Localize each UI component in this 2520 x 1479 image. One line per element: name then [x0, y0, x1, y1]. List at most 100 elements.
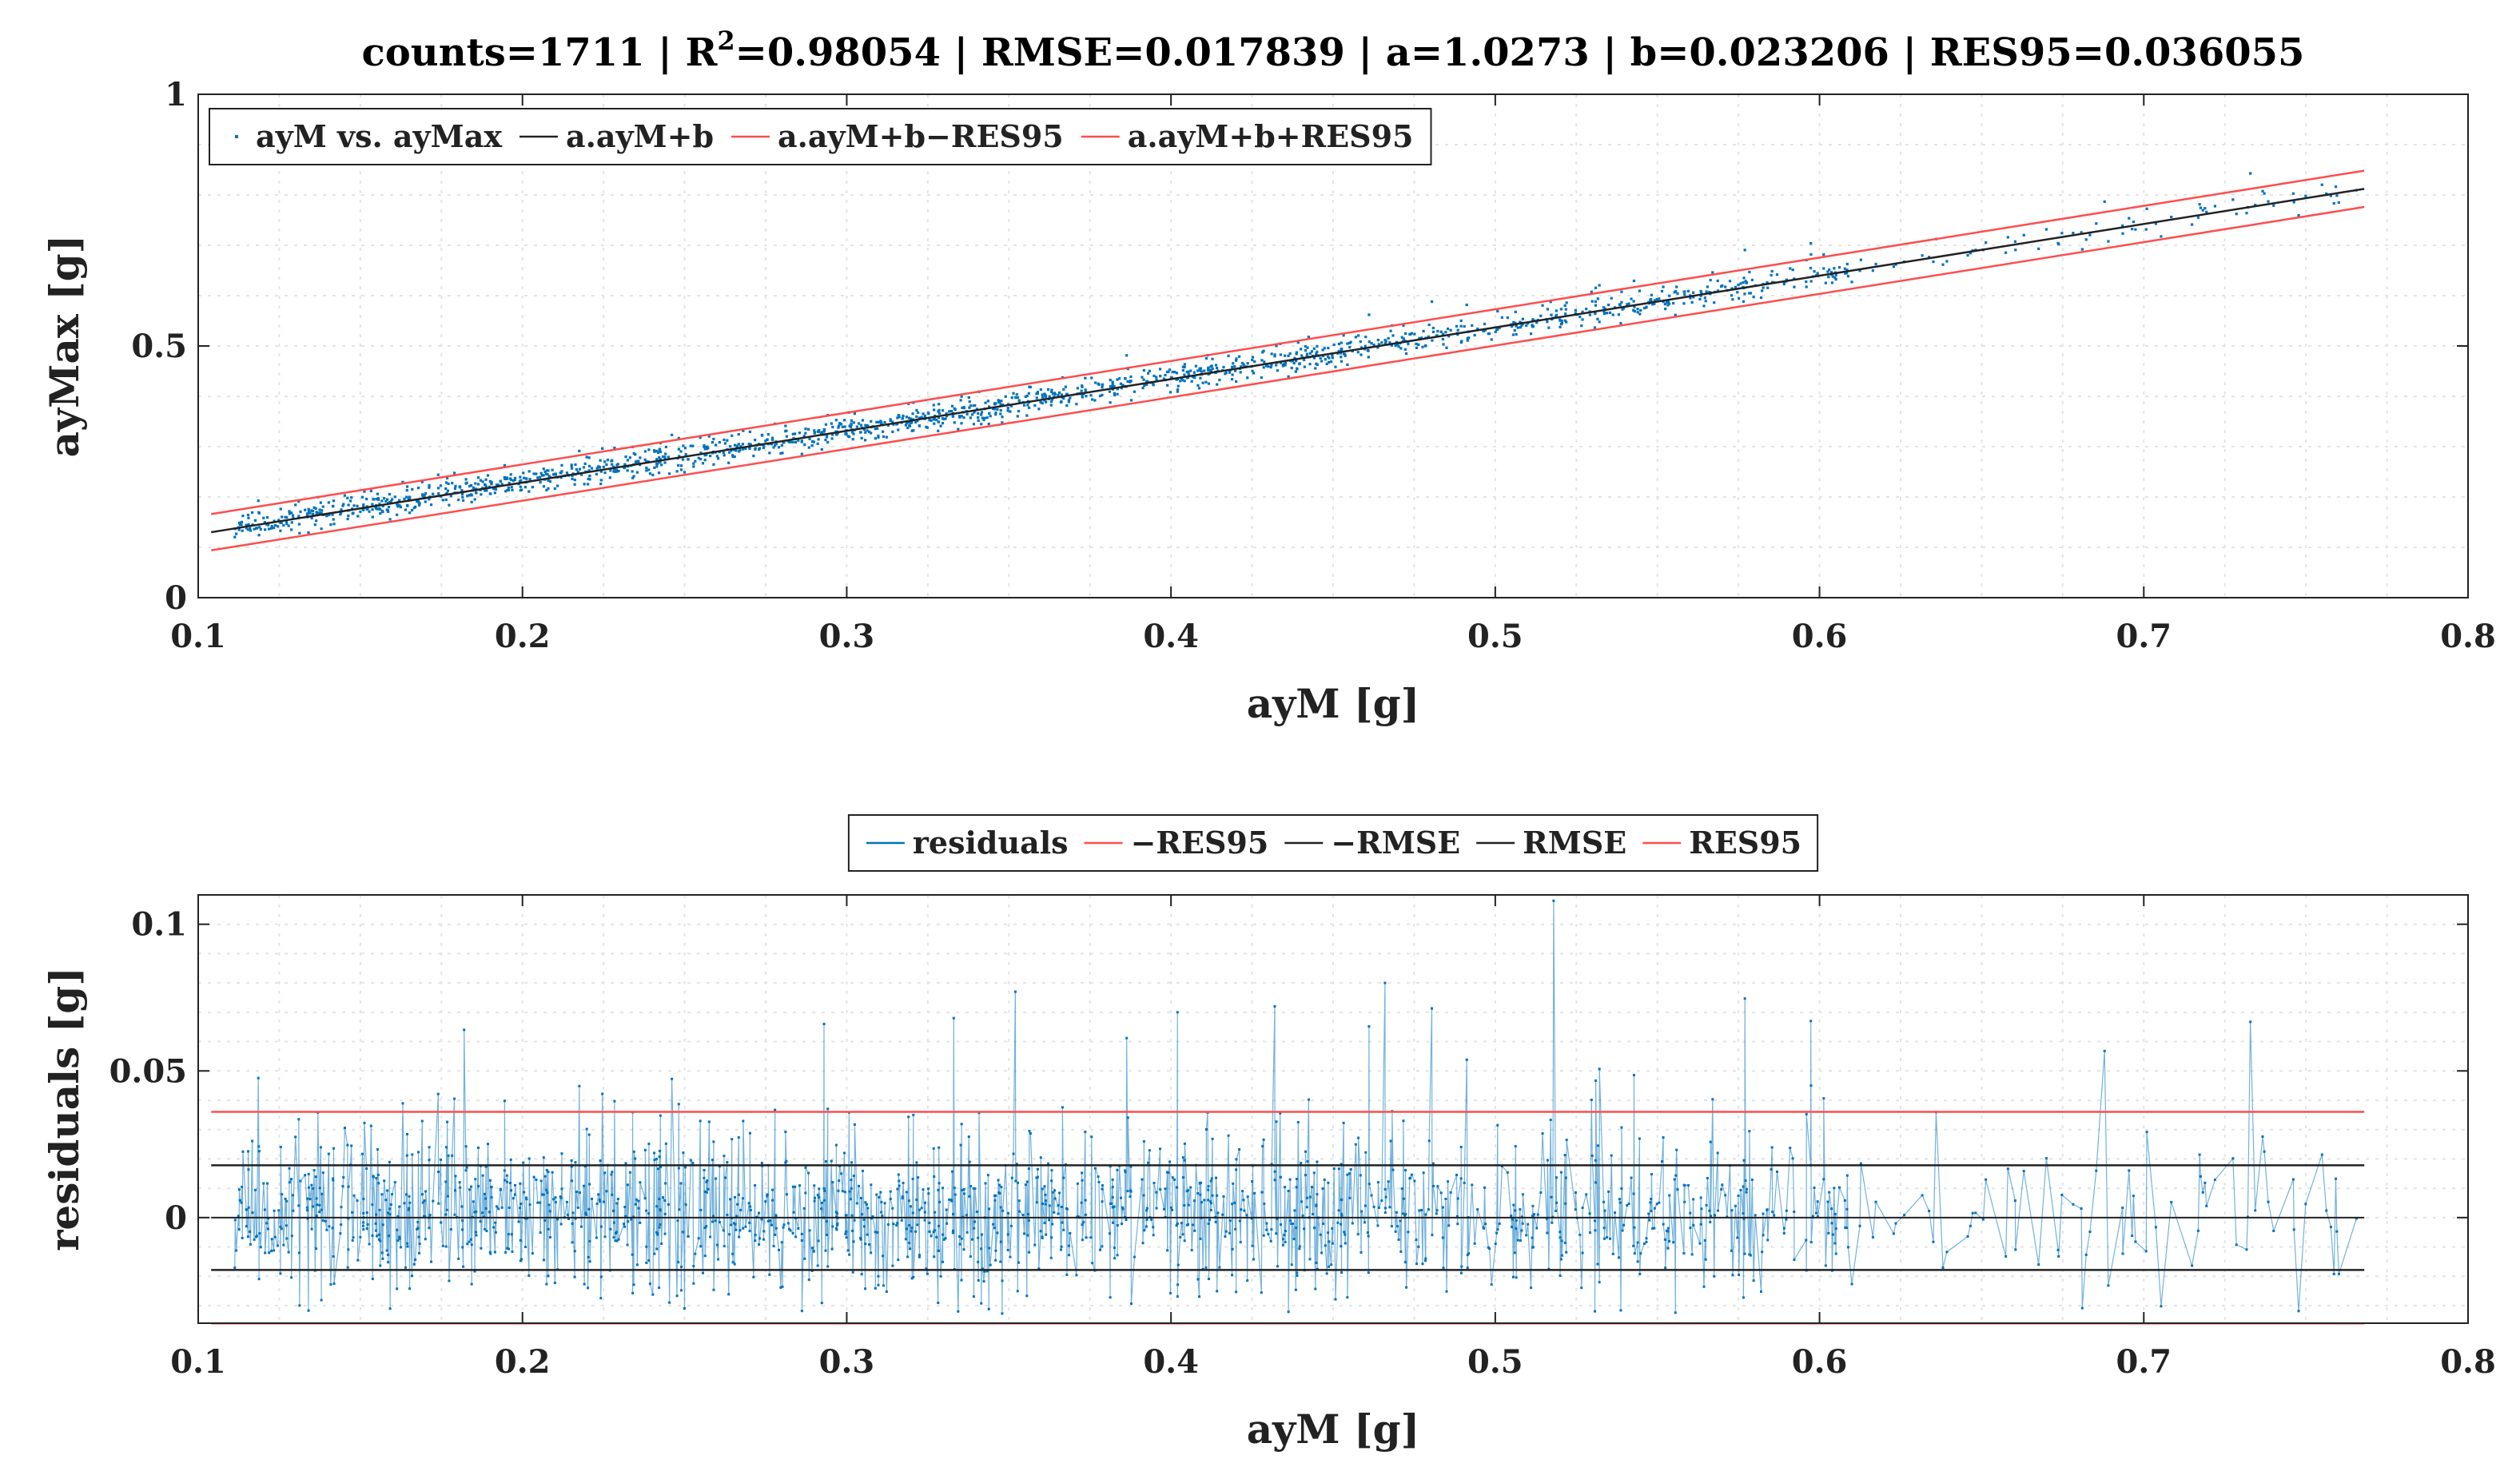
scatter-point [859, 423, 863, 427]
residual-point [1065, 1207, 1069, 1211]
scatter-point [794, 432, 797, 435]
scatter-point [297, 499, 301, 503]
scatter-point [1312, 356, 1316, 360]
scatter-point [645, 460, 648, 463]
residual-point [1295, 1186, 1298, 1189]
scatter-point [1081, 393, 1084, 396]
x-tick-label: 0.8 [2440, 1343, 2496, 1381]
scatter-point [1699, 289, 1702, 293]
residual-point [939, 1274, 942, 1278]
scatter-point [1064, 385, 1067, 388]
scatter-point [744, 447, 747, 450]
scatter-point [1176, 390, 1179, 393]
scatter-point [1242, 363, 1245, 366]
scatter-point [578, 449, 581, 452]
scatter-point [363, 490, 366, 493]
residual-point [703, 1176, 706, 1179]
scatter-point [291, 514, 295, 517]
scatter-point [758, 447, 761, 451]
scatter-point [1555, 309, 1558, 312]
residual-point [2057, 1254, 2060, 1258]
scatter-point [1009, 404, 1013, 408]
residual-point [494, 1221, 497, 1224]
residual-point [1116, 1254, 1119, 1257]
scatter-point [332, 523, 336, 526]
residual-point [1321, 1187, 1324, 1191]
scatter-point [2292, 201, 2295, 204]
scatter-point [875, 420, 878, 423]
scatter-point [257, 499, 260, 503]
residual-point [624, 1215, 627, 1218]
scatter-point [1260, 359, 1264, 362]
residual-point [1423, 1259, 1427, 1262]
scatter-point [1653, 302, 1656, 305]
scatter-point [824, 438, 827, 442]
scatter-point [1204, 380, 1208, 384]
scatter-point [1022, 404, 1026, 407]
scatter-point [560, 463, 563, 467]
scatter-point [797, 439, 800, 442]
scatter-point [380, 499, 384, 503]
legend-label: RMSE [1523, 825, 1626, 861]
scatter-point [485, 489, 488, 492]
residual-point [488, 1250, 492, 1254]
residual-point [1261, 1145, 1264, 1148]
residual-point [1084, 1213, 1087, 1216]
top-x-axis-label: ayM [g] [1247, 680, 1419, 727]
residual-point [396, 1228, 399, 1231]
scatter-point [651, 473, 655, 477]
scatter-point [1265, 364, 1268, 368]
scatter-point [1444, 331, 1447, 334]
residual-point [1666, 1246, 1670, 1250]
residual-point [846, 1249, 850, 1252]
scatter-point [1001, 415, 1004, 419]
residual-point [1550, 1195, 1553, 1199]
scatter-point [677, 447, 680, 451]
residual-point [1340, 1212, 1344, 1215]
scatter-point [390, 498, 394, 501]
residual-point [808, 1229, 811, 1232]
scatter-point [957, 415, 961, 418]
scatter-point [766, 433, 770, 436]
residual-point [1026, 1213, 1029, 1216]
scatter-point [1690, 300, 1694, 304]
residual-point [1340, 1245, 1343, 1248]
residual-point [571, 1179, 574, 1183]
scatter-point [1831, 275, 1834, 278]
residual-point [926, 1272, 929, 1275]
scatter-point [1189, 369, 1192, 372]
scatter-point [1328, 360, 1331, 364]
residual-point [376, 1147, 379, 1151]
residual-point [352, 1236, 355, 1239]
scatter-point [2121, 224, 2124, 228]
residual-point [703, 1227, 707, 1230]
residual-point [476, 1184, 480, 1187]
residual-point [492, 1226, 496, 1229]
residual-point [475, 1231, 478, 1234]
scatter-point [1321, 348, 1324, 352]
residual-point [889, 1190, 892, 1193]
residual-point [499, 1187, 502, 1191]
scatter-point [1459, 324, 1463, 328]
residual-point [1413, 1179, 1416, 1183]
scatter-point [315, 511, 318, 514]
scatter-point [983, 416, 986, 419]
residual-point [1384, 1195, 1387, 1199]
residual-point [1436, 1185, 1439, 1188]
residual-point [578, 1084, 581, 1087]
residual-point [1148, 1149, 1151, 1152]
residual-point [1067, 1244, 1070, 1247]
residual-point [1344, 1233, 1347, 1236]
residual-point [418, 1242, 421, 1246]
scatter-point [1141, 386, 1145, 390]
residual-point [1312, 1171, 1316, 1175]
residual-point [1084, 1131, 1087, 1134]
residual-point [1340, 1198, 1344, 1201]
scatter-point [771, 438, 774, 441]
residual-point [1340, 1214, 1344, 1217]
residual-point [1269, 1239, 1272, 1242]
residual-point [1484, 1223, 1487, 1226]
residual-point [1459, 1271, 1463, 1274]
scatter-point [1190, 380, 1193, 383]
residual-point [1653, 1207, 1656, 1210]
